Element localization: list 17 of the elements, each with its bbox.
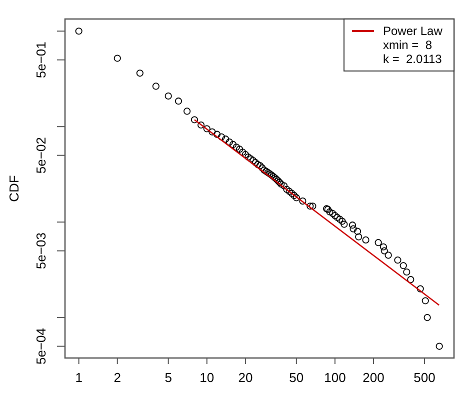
- x-tick-label: 100: [324, 370, 346, 386]
- x-tick-label: 1: [75, 370, 82, 386]
- x-tick-label: 2: [114, 370, 121, 386]
- x-tick-label: 50: [289, 370, 304, 386]
- y-tick-label: 5e−04: [34, 328, 49, 365]
- y-axis-title: CDF: [6, 175, 22, 202]
- x-tick-label: 200: [362, 370, 384, 386]
- y-tick-label: 5e−01: [34, 42, 49, 78]
- x-tick-label: 20: [238, 370, 253, 386]
- x-tick-label: 500: [414, 370, 436, 386]
- y-tick-label: 5e−02: [34, 137, 49, 174]
- legend-label: Power Law: [383, 24, 443, 38]
- y-tick-label: 5e−03: [34, 232, 49, 270]
- x-tick-label: 10: [200, 370, 214, 386]
- annotation: xmin = 8: [383, 38, 432, 52]
- annotation: k = 2.0113: [383, 52, 442, 66]
- x-tick-label: 5: [164, 370, 172, 386]
